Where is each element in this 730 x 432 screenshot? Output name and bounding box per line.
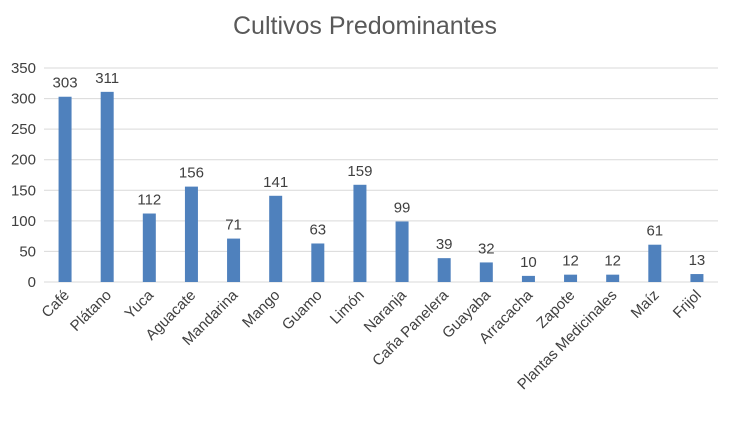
bar (648, 244, 662, 282)
data-label: 71 (225, 217, 242, 234)
y-tick-label: 250 (11, 121, 36, 138)
y-tick-label: 100 (11, 213, 36, 230)
data-labels: 303 311 112 156 71 141 63 159 99 39 32 10 12 12 61 13 (53, 70, 706, 271)
data-label: 311 (95, 70, 119, 87)
bars (58, 91, 704, 283)
bar (437, 258, 451, 282)
y-tick-label: 350 (11, 60, 36, 77)
data-label: 12 (604, 253, 621, 270)
bar (58, 96, 72, 282)
bar (395, 221, 409, 282)
data-label: 159 (347, 163, 372, 180)
bar (269, 195, 283, 282)
data-label: 61 (646, 223, 663, 240)
x-category-label: Yuca (122, 286, 158, 322)
data-label: 10 (520, 254, 537, 271)
data-label: 32 (478, 240, 495, 257)
x-category-label: Frijol (670, 287, 705, 322)
data-label: 141 (263, 174, 288, 191)
bar (227, 238, 241, 282)
y-tick-label: 0 (28, 274, 36, 291)
bar (184, 186, 198, 282)
data-label: 112 (137, 192, 161, 209)
data-label: 39 (436, 236, 453, 253)
y-tick-label: 150 (11, 182, 36, 199)
x-category-label: Mango (239, 287, 283, 331)
data-label: 63 (309, 221, 326, 238)
data-label: 13 (689, 252, 706, 269)
bar (521, 275, 535, 282)
x-category-label: Maíz (628, 287, 663, 322)
bar (606, 274, 620, 282)
bar (311, 243, 325, 282)
bar (142, 213, 156, 282)
gridlines (44, 67, 718, 283)
bar (353, 184, 367, 282)
y-axis-ticks: 0 50 100 150 200 250 300 350 (11, 60, 36, 291)
y-tick-label: 50 (19, 243, 36, 260)
data-label: 303 (53, 75, 78, 92)
bar (564, 274, 578, 282)
bar (690, 274, 704, 282)
x-category-label: Guamo (279, 287, 326, 334)
chart-title: Cultivos Predominantes (233, 12, 497, 40)
y-tick-label: 200 (11, 152, 36, 169)
bar (100, 91, 114, 283)
x-category-label: Limón (327, 287, 368, 328)
data-label: 99 (394, 199, 411, 216)
x-category-label: Plátano (67, 287, 115, 335)
data-label: 12 (562, 253, 579, 270)
x-category-label: Café (38, 287, 72, 321)
bar (479, 262, 493, 282)
data-label: 156 (179, 165, 204, 182)
y-tick-label: 300 (11, 91, 36, 108)
